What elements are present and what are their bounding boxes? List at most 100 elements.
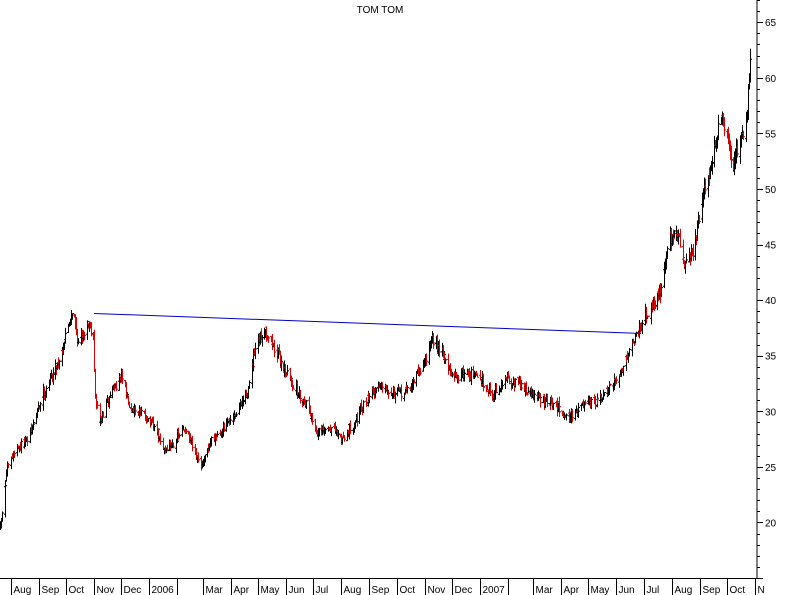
price-bar xyxy=(39,401,42,412)
price-bar xyxy=(654,300,657,310)
price-bar xyxy=(229,415,232,425)
price-bar xyxy=(482,379,485,392)
price-bar xyxy=(267,335,270,343)
price-bar xyxy=(7,462,10,469)
price-bar xyxy=(58,359,61,370)
price-bar xyxy=(533,389,536,403)
price-bar xyxy=(577,402,580,415)
price-bar xyxy=(4,480,7,488)
price-bar xyxy=(83,331,86,341)
price-bar xyxy=(330,427,333,437)
price-bar xyxy=(375,387,378,394)
x-tick-label: Oct xyxy=(69,585,85,595)
price-bar xyxy=(273,339,276,358)
x-tick-label: Aug xyxy=(344,585,362,595)
price-bar xyxy=(311,413,314,425)
x-tick-label: 2006 xyxy=(152,585,175,595)
price-bar xyxy=(501,381,504,390)
price-bar xyxy=(526,392,529,396)
price-bar xyxy=(26,436,29,447)
price-bar xyxy=(118,373,121,382)
price-bar xyxy=(71,313,74,320)
price-bar xyxy=(172,442,175,449)
price-bar xyxy=(596,397,599,405)
price-bar xyxy=(438,339,441,358)
x-tick-label: Aug xyxy=(14,585,32,595)
price-bar xyxy=(594,395,597,410)
x-tick-label: Mar xyxy=(206,585,224,595)
x-tick-label: Oct xyxy=(400,585,416,595)
chart-title: TOM TOM xyxy=(357,5,404,16)
x-tick-label: Jun xyxy=(289,585,305,595)
x-tick-label: 2007 xyxy=(483,585,506,595)
x-tick-label: Jun xyxy=(619,585,635,595)
price-bar xyxy=(4,483,7,518)
price-bar xyxy=(254,342,257,360)
price-bar xyxy=(618,375,621,388)
price-bar xyxy=(178,433,181,439)
price-bar xyxy=(109,391,112,399)
price-bar xyxy=(223,422,226,432)
price-bar xyxy=(628,348,631,357)
price-bar xyxy=(381,382,384,393)
price-bar xyxy=(489,382,492,397)
x-tick-label: Apr xyxy=(234,585,250,595)
x-tick-label: Jul xyxy=(647,585,660,595)
price-bar xyxy=(730,145,733,168)
price-bar xyxy=(197,452,200,463)
price-bar xyxy=(216,431,219,438)
price-bar xyxy=(647,315,650,318)
price-bar xyxy=(276,344,279,363)
price-bar xyxy=(387,390,390,399)
price-bar xyxy=(486,384,489,391)
price-bar xyxy=(90,322,93,337)
price-bar xyxy=(115,381,118,391)
y-tick-label: 40 xyxy=(765,296,777,307)
price-bar xyxy=(672,229,675,245)
price-bar xyxy=(415,371,418,387)
price-bar xyxy=(242,395,245,407)
price-bar xyxy=(292,385,295,390)
y-tick-label: 50 xyxy=(765,185,777,196)
price-bar xyxy=(425,353,428,367)
price-bar xyxy=(45,385,48,398)
price-bar xyxy=(476,373,479,378)
price-bar xyxy=(571,409,574,423)
price-bar xyxy=(324,427,327,434)
trendline xyxy=(94,312,641,334)
price-bar xyxy=(52,367,55,385)
y-tick-label: 60 xyxy=(765,74,777,85)
price-bar xyxy=(394,391,397,404)
price-bar xyxy=(749,48,752,83)
price-bar xyxy=(77,338,80,345)
x-tick-label: Jul xyxy=(316,585,329,595)
price-bar xyxy=(736,139,739,158)
price-bar xyxy=(305,399,308,410)
price-bar xyxy=(546,393,549,408)
price-bar xyxy=(742,130,745,141)
y-tick-label: 55 xyxy=(765,129,777,140)
price-bar xyxy=(55,364,58,376)
price-bar xyxy=(615,377,618,385)
y-tick-label: 20 xyxy=(765,518,777,529)
x-tick-label: Mar xyxy=(536,585,554,595)
price-bar xyxy=(191,435,194,452)
price-bar xyxy=(286,364,289,375)
price-bar xyxy=(96,400,99,409)
price-bar xyxy=(149,415,152,428)
price-bar xyxy=(451,371,454,378)
x-tick-label: Nov xyxy=(428,585,446,595)
price-bar xyxy=(362,400,365,413)
x-tick-label: May xyxy=(261,585,280,595)
price-bar xyxy=(140,406,143,417)
x-axis: Aug Sep Oct Nov Dec 2006 Mar Apr May Jun Jul Aug Sep… xyxy=(0,578,765,595)
price-bar xyxy=(166,444,169,452)
x-tick-label: Nov xyxy=(97,585,115,595)
price-bar xyxy=(400,384,403,402)
y-tick-label: 45 xyxy=(765,241,777,252)
price-bar xyxy=(660,283,663,297)
price-bar xyxy=(711,155,714,175)
x-tick-label: Apr xyxy=(564,585,580,595)
price-bar xyxy=(704,178,707,195)
price-bar xyxy=(54,359,57,380)
